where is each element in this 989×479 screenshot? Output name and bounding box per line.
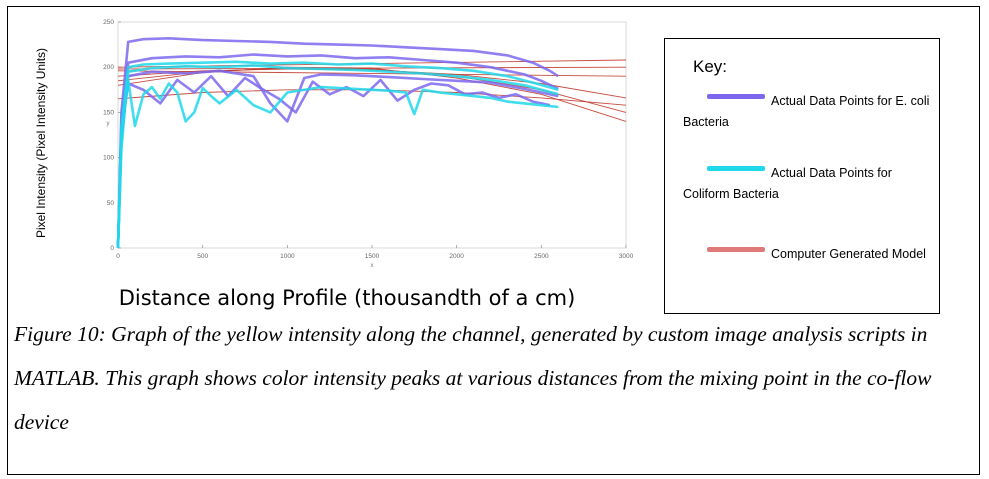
legend-swatch-ecoli	[707, 94, 765, 99]
series-line-ecoli-0	[116, 37, 559, 249]
x-tick-label: 2000	[449, 253, 464, 260]
legend-title: Key:	[693, 57, 728, 76]
legend-swatch-coliform	[707, 166, 765, 171]
legend-entry-coliform: Actual Data Points for Coliform Bacteria	[683, 163, 933, 205]
series-line-ecoli-1	[116, 53, 559, 249]
figure-caption: Figure 10: Graph of the yellow intensity…	[14, 322, 932, 434]
line-chart: 0 500 1000 1500 2000 2500 3000 0 50 100 150 200 250 x…	[103, 19, 633, 269]
x-tick-label: 0	[116, 253, 120, 260]
x-tick-label: 3000	[619, 253, 634, 260]
y-axis-label: Pixel Intensity (Pixel Intensity Units)	[34, 47, 48, 239]
y-tick-label: 100	[103, 155, 114, 162]
y-tick-label: 50	[107, 200, 115, 207]
series-line-ecoli-3	[116, 69, 559, 249]
figure-frame	[7, 6, 980, 475]
legend-swatch-model	[707, 247, 765, 252]
legend-box: Key: Actual Data Points for E. coli Bact…	[664, 38, 940, 314]
legend-entry-ecoli: Actual Data Points for E. coli Bacteria	[683, 91, 933, 133]
y-tick-label: 250	[103, 19, 114, 26]
inner-x-axis-label: x	[371, 263, 374, 269]
x-axis-label: Distance along Profile (thousandth of a …	[118, 286, 576, 310]
y-tick-label: 200	[103, 64, 114, 71]
legend-label-coliform: Actual Data Points for Coliform Bacteria	[683, 166, 892, 201]
legend-label-model: Computer Generated Model	[771, 247, 926, 261]
y-tick-label: 150	[103, 109, 114, 116]
y-axis-label-container: Pixel Intensity (Pixel Intensity Units)	[28, 18, 54, 268]
series-line-coliform-2	[116, 64, 559, 249]
x-tick-label: 1000	[280, 253, 295, 260]
legend-label-ecoli: Actual Data Points for E. coli Bacteria	[683, 94, 930, 129]
x-tick-label: 2500	[534, 253, 549, 260]
x-tick-label: 1500	[365, 253, 380, 260]
series-line-coliform-0	[116, 60, 559, 249]
series-line-ecoli-2	[116, 74, 551, 249]
inner-y-axis-label: y	[107, 121, 110, 127]
x-tick-label: 500	[197, 253, 208, 260]
plot-area: 0 500 1000 1500 2000 2500 3000 0 50 100 150 200 250 x…	[103, 19, 633, 269]
y-tick-label: 0	[110, 245, 114, 252]
series-line-coliform-1	[116, 78, 559, 249]
legend-entry-model: Computer Generated Model	[683, 244, 933, 265]
